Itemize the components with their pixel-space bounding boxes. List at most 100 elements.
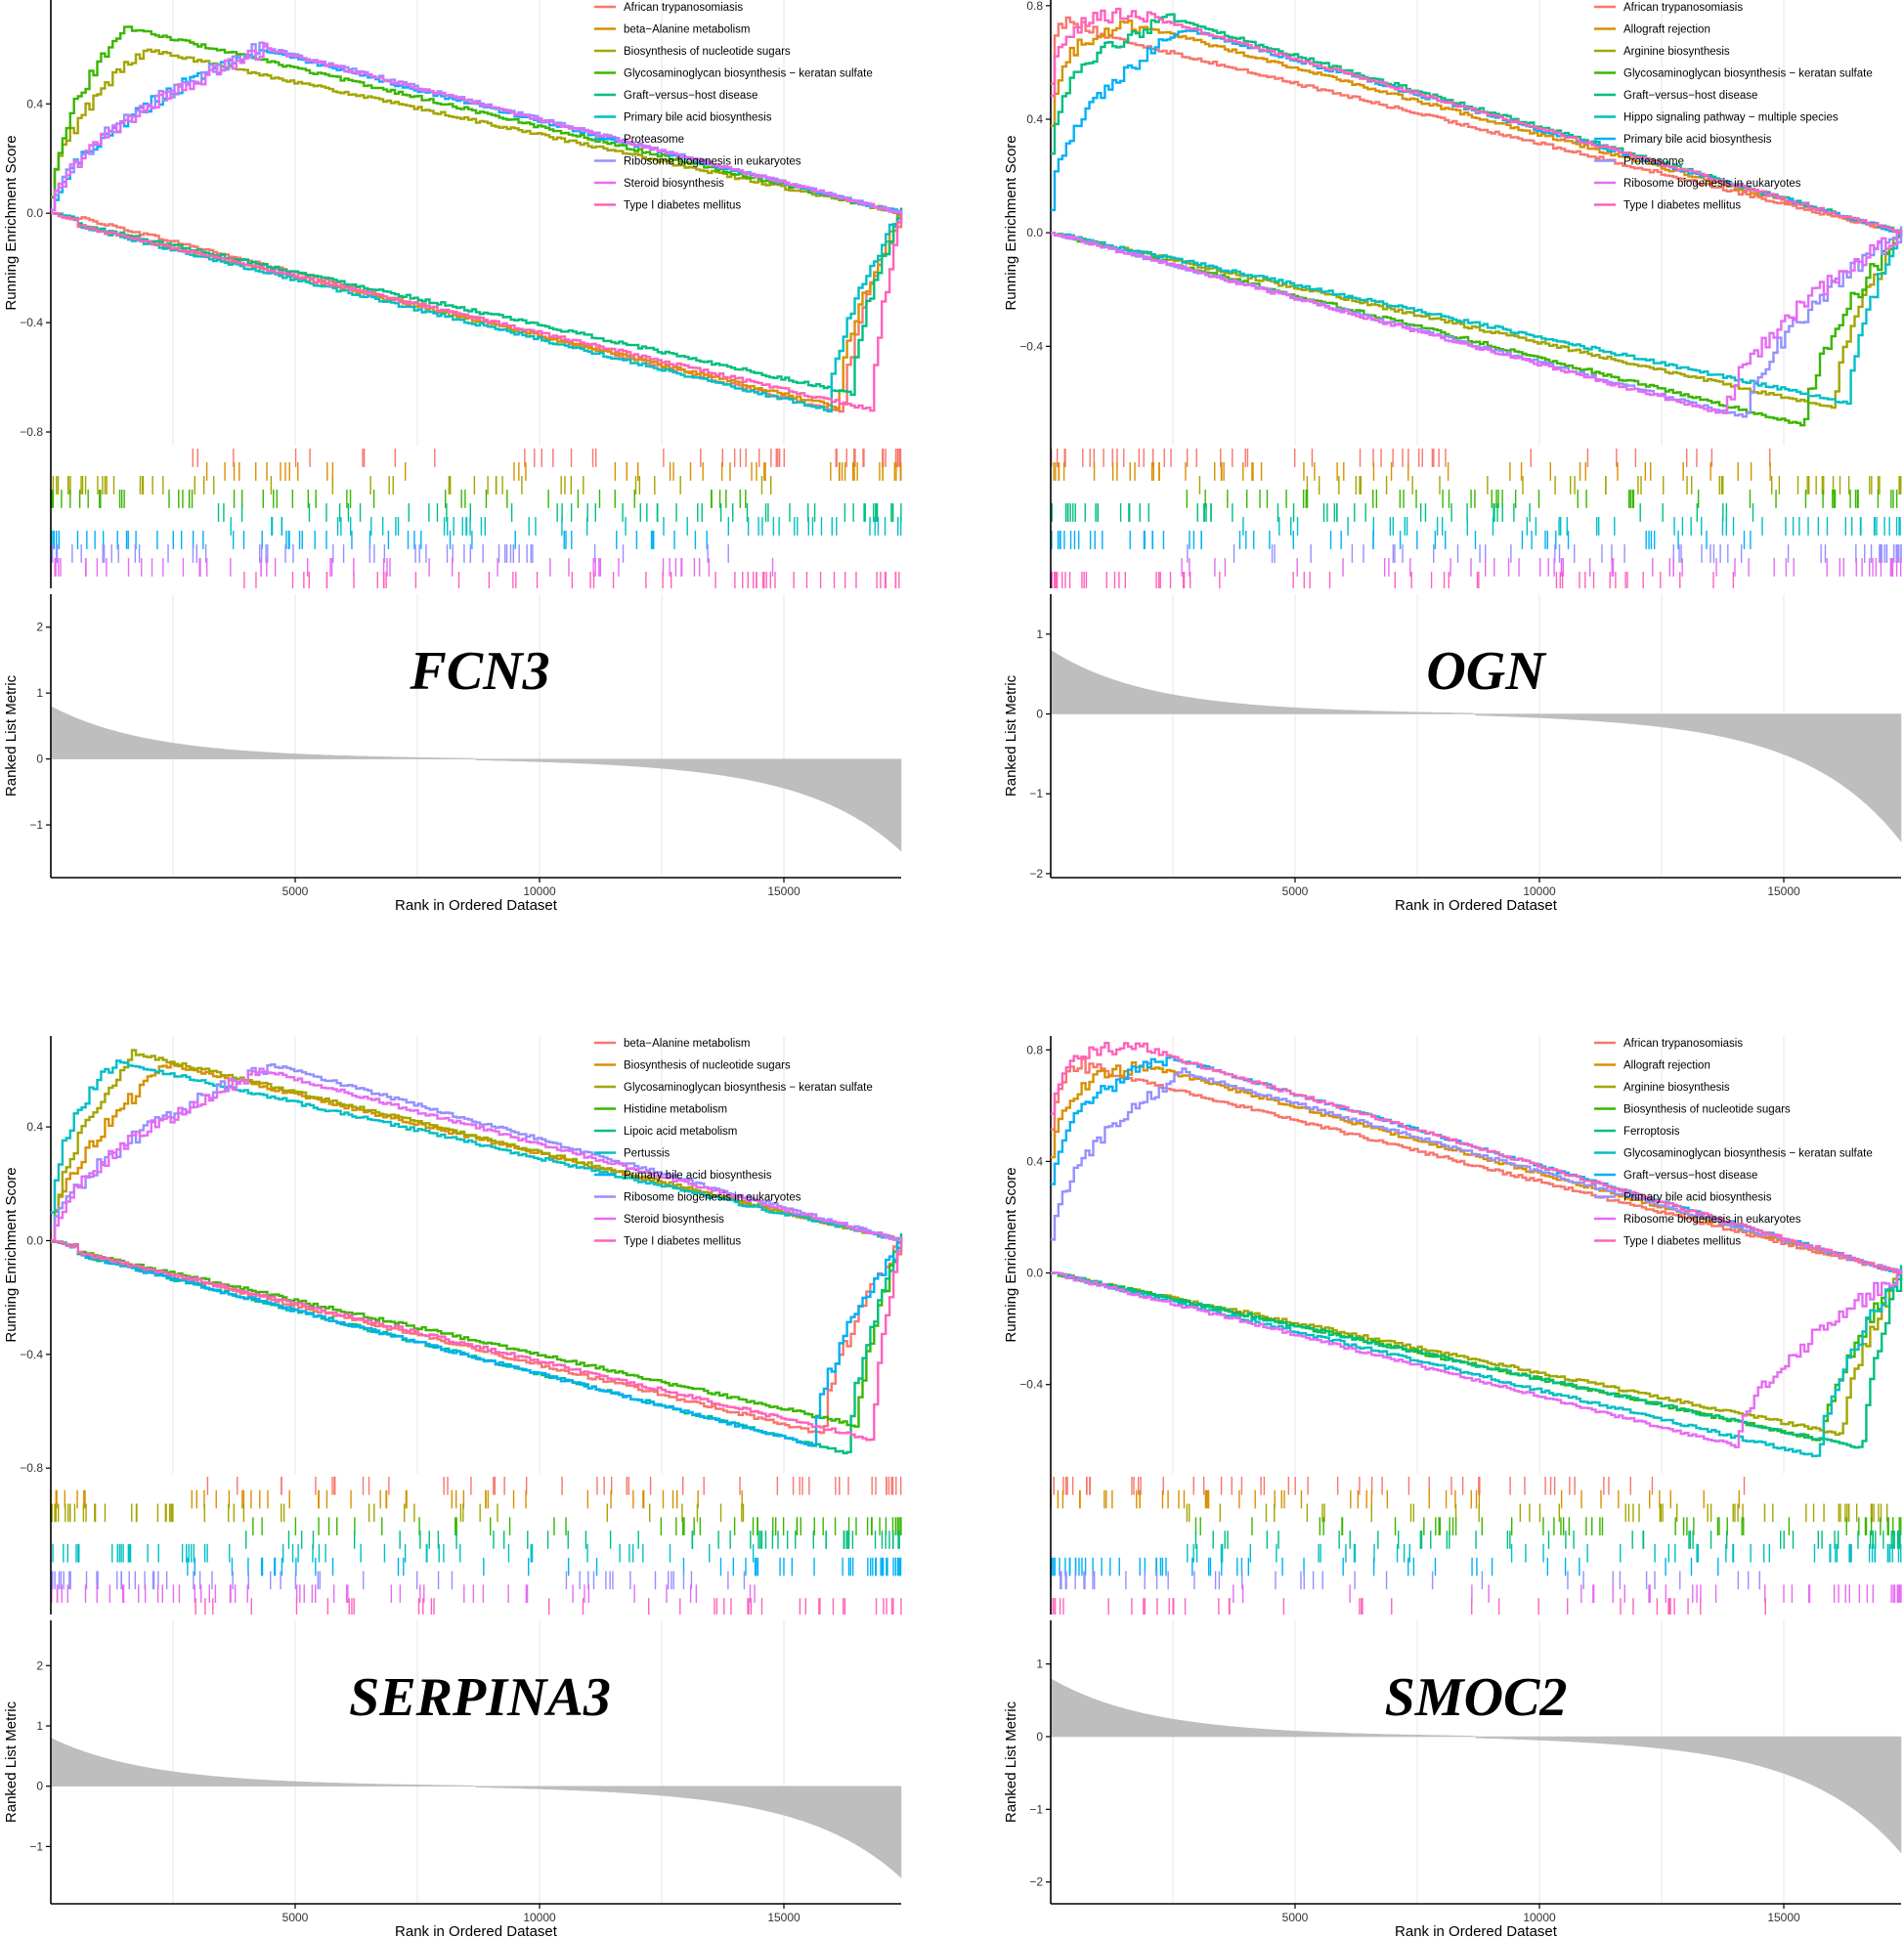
metric-y-tick-label: −2 xyxy=(1029,867,1043,881)
hit-band xyxy=(50,1474,902,1615)
metric-plot: −1 0 1 2 Ranked List Metric 5000 10000 15000 Ran… xyxy=(3,594,902,914)
x-axis-title: Rank in Ordered Dataset xyxy=(1395,1923,1558,1938)
legend-label: Graft−versus−host disease xyxy=(1623,90,1757,102)
x-axis-title: Rank in Ordered Dataset xyxy=(395,1923,558,1938)
legend-label: Ribosome biogenesis in eukaryotes xyxy=(624,1192,801,1204)
hit-band xyxy=(1050,1474,1902,1615)
es-curve-10 xyxy=(51,212,903,412)
legend-label: Ribosome biogenesis in eukaryotes xyxy=(1623,1214,1801,1226)
legend-label: Lipoic acid metabolism xyxy=(624,1126,737,1138)
es-y-tick-label: 0.8 xyxy=(1026,1043,1043,1056)
es-curve-9 xyxy=(51,1067,903,1242)
hit-band xyxy=(1050,446,1902,588)
legend-label: Glycosaminoglycan biosynthesis − keratan… xyxy=(1623,1148,1873,1160)
x-axis-title: Rank in Ordered Dataset xyxy=(1395,897,1558,914)
legend-label: Steroid biosynthesis xyxy=(624,1214,724,1226)
es-curve-4 xyxy=(51,25,903,215)
legend-label: Glycosaminoglycan biosynthesis − keratan… xyxy=(624,68,873,80)
metric-y-axis-title: Ranked List Metric xyxy=(3,674,20,797)
legend-label: Primary bile acid biosynthesis xyxy=(624,112,772,124)
panel-fcn3: −0.8 −0.4 0.0 0.4 Running Enrichment Score Af… xyxy=(3,0,903,914)
es-curve-4 xyxy=(51,1239,903,1428)
metric-area xyxy=(1050,649,1902,842)
legend-label: African trypanosomiasis xyxy=(1623,2,1743,14)
metric-y-tick-label: 0 xyxy=(36,753,43,766)
es-y-tick-label: 0.0 xyxy=(1026,1267,1043,1280)
legend-label: Biosynthesis of nucleotide sugars xyxy=(624,1060,791,1072)
es-curve-10 xyxy=(1051,1042,1903,1274)
es-curve-1 xyxy=(1051,16,1903,235)
es-curve-1 xyxy=(51,1239,903,1435)
legend-label: Allograft rejection xyxy=(1623,1060,1710,1072)
gene-label: FCN3 xyxy=(409,641,549,702)
legend: African trypanosomiasis Allograft rejecti… xyxy=(1594,2,1873,212)
es-y-tick-label: −0.4 xyxy=(1019,339,1043,353)
metric-y-tick-label: 1 xyxy=(1036,1658,1043,1671)
es-y-tick-label: −0.8 xyxy=(20,425,43,439)
es-y-tick-label: 0.0 xyxy=(1026,226,1043,239)
legend-label: Arginine biosynthesis xyxy=(1623,46,1730,58)
metric-y-tick-label: −1 xyxy=(29,818,43,832)
hit-band xyxy=(50,446,902,588)
legend-label: Biosynthesis of nucleotide sugars xyxy=(624,46,791,58)
x-tick-label: 15000 xyxy=(1767,1911,1800,1924)
es-curve-7 xyxy=(51,1237,903,1447)
es-y-tick-label: 0.4 xyxy=(26,97,43,110)
es-y-tick-label: 0.8 xyxy=(1026,0,1043,13)
es-curve-8 xyxy=(1051,1067,1903,1275)
es-curve-5 xyxy=(1051,1265,1903,1449)
es-curve-6 xyxy=(1051,232,1903,406)
gene-label: SMOC2 xyxy=(1385,1667,1568,1728)
es-y-axis-title: Running Enrichment Score xyxy=(1003,135,1019,310)
legend-label: beta−Alanine metabolism xyxy=(624,24,750,36)
es-y-tick-label: 0.0 xyxy=(26,1233,43,1247)
es-curve-6 xyxy=(51,212,903,413)
es-curve-10 xyxy=(51,1239,903,1442)
legend-label: beta−Alanine metabolism xyxy=(624,1038,750,1050)
es-curve-3 xyxy=(1051,231,1903,409)
metric-y-tick-label: 2 xyxy=(36,1658,43,1672)
es-plot: −0.8 −0.4 0.0 0.4 Running Enrichment Score xyxy=(3,0,903,446)
x-tick-label: 10000 xyxy=(1523,884,1556,898)
legend-label: Allograft rejection xyxy=(1623,24,1710,36)
metric-y-axis-title: Ranked List Metric xyxy=(1003,1701,1019,1823)
legend-label: Pertussis xyxy=(624,1148,671,1160)
gene-label: OGN xyxy=(1426,641,1547,702)
x-tick-label: 10000 xyxy=(1523,1911,1556,1924)
x-tick-label: 5000 xyxy=(282,884,309,898)
legend: African trypanosomiasis beta−Alanine meta… xyxy=(594,2,873,212)
es-curve-9 xyxy=(1051,1270,1903,1448)
metric-plot: −2 −1 0 1 Ranked List Metric 5000 10000 15000 Ra… xyxy=(1003,1620,1902,1938)
metric-y-tick-label: 1 xyxy=(36,686,43,700)
legend-label: Biosynthesis of nucleotide sugars xyxy=(1623,1104,1791,1116)
metric-y-tick-label: 2 xyxy=(36,621,43,634)
x-tick-label: 5000 xyxy=(282,1911,309,1924)
legend-label: Ribosome biogenesis in eukaryotes xyxy=(1623,178,1801,190)
gene-label: SERPINA3 xyxy=(349,1667,611,1728)
panel-smoc2: −0.4 0.0 0.4 0.8 Running Enrichment Score Afr… xyxy=(1003,1036,1903,1938)
x-tick-label: 15000 xyxy=(767,884,801,898)
legend-label: Type I diabetes mellitus xyxy=(1623,200,1741,212)
legend-label: Hippo signaling pathway − multiple speci… xyxy=(1623,112,1839,124)
legend-label: Ribosome biogenesis in eukaryotes xyxy=(624,156,801,168)
x-tick-label: 10000 xyxy=(523,884,556,898)
es-y-tick-label: −0.4 xyxy=(20,1348,43,1361)
legend-label: Graft−versus−host disease xyxy=(1623,1170,1757,1182)
legend-label: African trypanosomiasis xyxy=(1623,1038,1743,1050)
es-y-tick-label: 0.4 xyxy=(1026,112,1043,126)
es-curve-4 xyxy=(1051,232,1903,427)
metric-plot: −1 0 1 2 Ranked List Metric 5000 10000 15000 Ran… xyxy=(3,1620,902,1938)
legend-label: Primary bile acid biosynthesis xyxy=(1623,134,1772,146)
legend-label: Primary bile acid biosynthesis xyxy=(1623,1192,1772,1204)
es-y-tick-label: 0.4 xyxy=(26,1120,43,1134)
x-tick-label: 15000 xyxy=(1767,884,1800,898)
es-y-tick-label: −0.8 xyxy=(20,1461,43,1475)
metric-y-tick-label: −1 xyxy=(1029,1802,1043,1816)
metric-area xyxy=(50,1737,902,1879)
metric-y-tick-label: −2 xyxy=(1029,1875,1043,1889)
legend-label: Type I diabetes mellitus xyxy=(624,1236,741,1248)
legend-label: Glycosaminoglycan biosynthesis − keratan… xyxy=(624,1082,873,1094)
legend-label: Type I diabetes mellitus xyxy=(1623,1236,1741,1248)
legend-label: Type I diabetes mellitus xyxy=(624,200,741,212)
es-curve-1 xyxy=(1051,1057,1903,1274)
